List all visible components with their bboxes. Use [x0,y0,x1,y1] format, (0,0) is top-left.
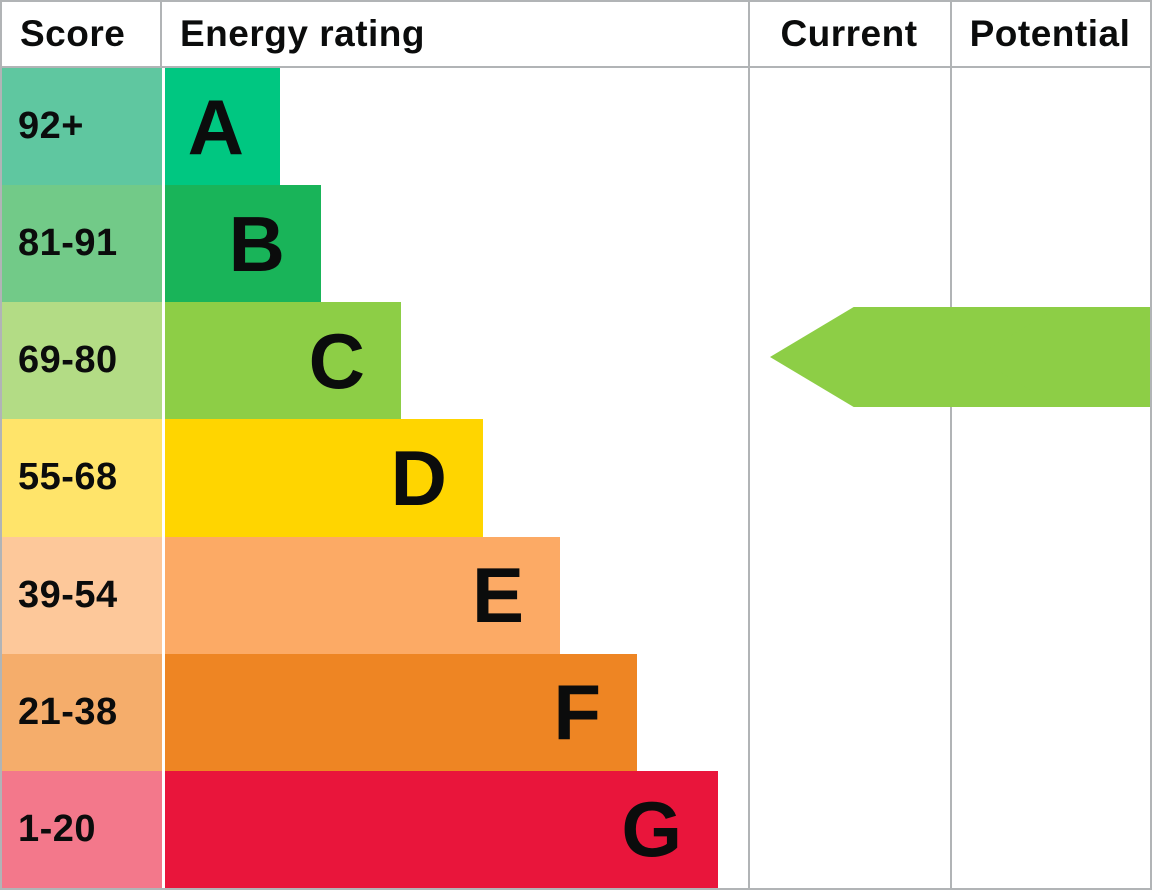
band-row-d: 55-68 D [2,419,1150,537]
band-row-b: 81-91 B [2,185,1150,303]
band-bar-e: E [165,536,560,654]
band-row-e: 39-54 E [2,536,1150,654]
score-column-divider [160,2,162,66]
band-score-range-e: 39-54 [2,536,162,654]
band-score-range-d: 55-68 [2,419,162,537]
band-row-c: 69-80 C [2,302,1150,420]
band-bar-d: D [165,419,483,537]
header-potential-label: Potential [969,13,1131,54]
header-energy-rating-label: Energy rating [180,13,425,54]
band-row-g: 1-20 G [2,770,1150,888]
header-current-label: Current [780,13,918,54]
band-score-range-f: 21-38 [2,653,162,771]
band-score-range-c: 69-80 [2,302,162,420]
band-bar-g: G [165,770,718,888]
band-row-f: 21-38 F [2,653,1150,771]
band-score-range-a: 92+ [2,68,162,186]
band-bar-f: F [165,653,637,771]
band-bar-c: C [165,302,401,420]
chart-header-row: Score Energy rating Current Potential [2,2,1150,68]
current-column-divider [748,2,750,888]
header-score-label: Score [20,13,126,54]
band-bar-a: A [165,68,280,186]
band-score-range-b: 81-91 [2,185,162,303]
potential-column-divider [950,2,952,888]
band-row-a: 92+ A [2,68,1150,186]
band-score-range-g: 1-20 [2,770,162,888]
band-rows-container: 92+ A 81-91 B 69-80 C 55-68 D 39-54 E 21… [2,68,1150,888]
band-bar-b: B [165,185,321,303]
